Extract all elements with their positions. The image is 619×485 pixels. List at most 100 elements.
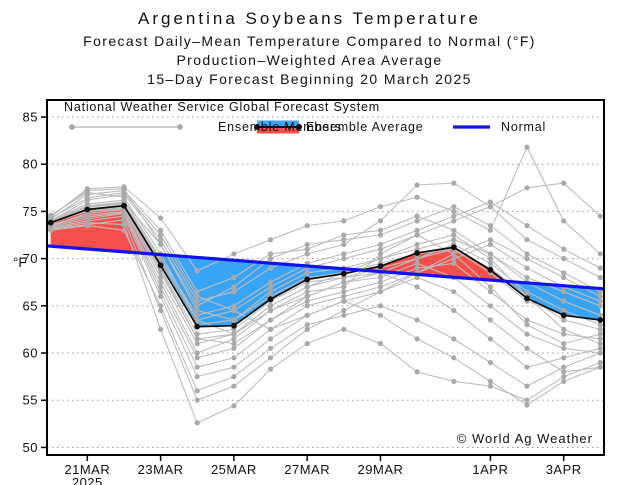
ensemble-member-dot: [561, 369, 567, 375]
ensemble-member-dot: [84, 222, 90, 228]
page-subtitle-3: 15–Day Forecast Beginning 20 March 2025: [147, 71, 472, 87]
ensemble-member-dot: [561, 374, 567, 380]
ensemble-member-dot: [304, 246, 310, 252]
normal-line: [46, 244, 605, 291]
ensemble-member-dot: [121, 186, 127, 192]
ensemble-member-dot: [414, 182, 420, 188]
legend-ensemble-average-label: Ensemble Average: [306, 120, 424, 134]
ensemble-member-dot: [194, 397, 200, 403]
ensemble-member-dot: [524, 331, 530, 337]
ensemble-member-dot: [267, 279, 274, 285]
ensemble-member-dot: [487, 204, 493, 210]
ensemble-member-dot: [158, 307, 164, 314]
ensemble-member-dot: [84, 195, 90, 201]
ensemble-member-dot: [414, 336, 420, 342]
ensemble-member-dot: [524, 289, 530, 295]
ensemble-member-dot: [561, 345, 567, 351]
y-tick-label: 80: [23, 157, 38, 172]
watermark-credit: © World Ag Weather: [456, 431, 593, 446]
ensemble-member-dot: [194, 388, 200, 394]
ensemble-member-dot: [194, 355, 200, 361]
ensemble-member-dot: [267, 256, 274, 262]
ensemble-member-dot: [451, 227, 457, 233]
page-subtitle-2: Production–Weighted Area Average: [176, 52, 443, 68]
ensemble-member-dot: [451, 218, 457, 224]
legend-swatches: [69, 120, 490, 134]
ensemble-member-dot: [487, 223, 493, 229]
ensemble-average-dot: [157, 262, 164, 269]
ensemble-member-line: [50, 215, 601, 406]
ensemble-member-dot: [304, 303, 310, 309]
ensemble-member-dot: [524, 251, 530, 257]
ensemble-member-dot: [231, 403, 237, 409]
x-tick-label: 29MAR: [358, 462, 404, 477]
ensemble-member-dot: [341, 241, 347, 248]
ensemble-member-dot: [341, 232, 347, 238]
ensemble-member-dot: [377, 251, 384, 257]
ensemble-member-dot: [341, 218, 347, 224]
ensemble-member-dot: [524, 345, 530, 351]
y-tick-label: 65: [23, 298, 38, 313]
ensemble-member-dot: [524, 185, 530, 191]
legend-average-blue-band-icon: [257, 120, 299, 127]
ensemble-member-dot: [487, 199, 493, 205]
y-tick-label: 50: [23, 440, 38, 455]
x-tick-label: 3APR: [546, 462, 582, 477]
ensemble-member-dot: [267, 326, 274, 332]
legend-average-red-band-icon: [257, 127, 299, 134]
ensemble-average-dot: [524, 295, 530, 302]
ensemble-member-line: [50, 199, 601, 316]
ensemble-member-dot: [377, 256, 384, 262]
ensemble-member-dot: [561, 246, 567, 252]
ensemble-member-dot: [487, 260, 493, 266]
ensemble-member-dot: [487, 383, 493, 389]
ensemble-member-dot: [194, 374, 200, 380]
ensemble-member-dot: [487, 256, 493, 262]
x-tick-label: 21MAR: [64, 462, 110, 477]
ensemble-member-dot: [158, 326, 164, 332]
ensemble-member-dot: [451, 378, 457, 384]
ensemble-member-dot: [231, 317, 237, 323]
x-tick-label: 23MAR: [138, 462, 184, 477]
ensemble-member-dot: [524, 397, 530, 403]
ensemble-member-dot: [597, 303, 603, 309]
ensemble-member-dot: [194, 268, 200, 274]
ensemble-member-dot: [267, 284, 274, 290]
ensemble-member-dot: [341, 289, 347, 295]
ensemble-member-dot: [377, 246, 384, 252]
ensemble-member-dot: [377, 204, 384, 210]
ensemble-member-dot: [48, 213, 54, 219]
ensemble-member-dot: [597, 364, 603, 370]
ensemble-member-dot: [524, 317, 530, 323]
ensemble-member-dot: [524, 274, 530, 281]
ensemble-member-dot: [304, 312, 310, 318]
ensemble-average-dot: [194, 323, 201, 330]
ensemble-member-dot: [561, 364, 567, 370]
ensemble-member-dot: [158, 227, 164, 233]
ensemble-member-dot: [231, 289, 237, 295]
legend-heading: National Weather Service Global Forecast…: [64, 100, 380, 114]
ensemble-member-dot: [231, 374, 237, 380]
ensemble-member-dot: [341, 284, 347, 290]
ensemble-member-dot: [597, 331, 603, 337]
ensemble-member-line: [50, 201, 601, 307]
ensemble-member-dot: [561, 326, 567, 332]
legend-average-dot-icon: [254, 124, 260, 130]
ensemble-member-dot: [561, 218, 567, 224]
ensemble-member-dot: [414, 218, 420, 224]
ensemble-member-dot: [487, 336, 493, 342]
ensemble-member-dot: [194, 298, 200, 304]
ensemble-member-dot: [231, 303, 237, 309]
ensemble-member-dot: [158, 274, 164, 281]
ensemble-member-dot: [194, 364, 200, 370]
ensemble-member-dot: [304, 322, 310, 328]
ensemble-member-dot: [414, 260, 420, 266]
legend-normal-label: Normal: [501, 120, 547, 134]
ensemble-member-dot: [561, 289, 567, 295]
ensemble-member-dot: [414, 213, 420, 219]
ensemble-member-dot: [377, 274, 384, 281]
ensemble-member-dot: [524, 265, 530, 271]
ensemble-member-dot: [597, 326, 603, 332]
